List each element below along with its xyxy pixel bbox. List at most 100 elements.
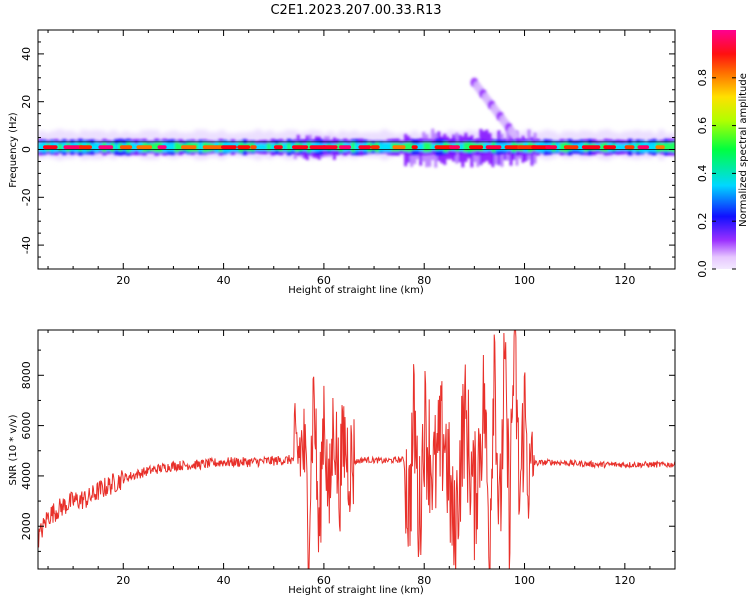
band-cell-mid	[150, 143, 155, 151]
band-cell-mid	[154, 142, 159, 153]
colorbar-tick-label: 0.8	[696, 69, 709, 87]
band-cell-mid	[651, 142, 657, 152]
figure-title: C2E1.2023.207.00.33.R13	[270, 3, 441, 18]
colorbar-tick-label: 0.6	[696, 117, 709, 135]
band-cell-core	[221, 145, 237, 150]
band-cell-mid	[266, 143, 272, 152]
band-cell-mid	[90, 143, 95, 151]
spectrogram-streak	[470, 77, 519, 141]
y-tick-label: 20	[20, 95, 33, 109]
band-cell-core	[273, 145, 283, 150]
band-cell-mid	[383, 142, 388, 152]
x-tick-label: 20	[116, 274, 130, 287]
band-cell-mid	[555, 142, 561, 152]
band-cell-mid	[663, 142, 669, 152]
band-cell-core	[370, 145, 380, 150]
colorbar-tick-label: 0.4	[696, 165, 709, 183]
snr-frame	[37, 329, 676, 570]
band-cell-core	[157, 145, 167, 150]
band-cell-core	[655, 145, 665, 150]
band-cell-mid	[94, 142, 99, 153]
band-cell-core	[181, 145, 197, 150]
x-tick-label: 100	[514, 274, 535, 287]
snr-ticks: 20 40 60 80 100 120 2000 4000 6000 8000	[20, 330, 676, 587]
band-cell-core	[79, 145, 92, 150]
band-cell-mid	[463, 142, 468, 153]
x-tick-label: 40	[217, 274, 231, 287]
colorbar-gradient	[712, 30, 736, 269]
band-cell-mid	[354, 142, 360, 152]
band-cell-core	[469, 145, 484, 150]
colorbar-ticks: 0.0 0.2 0.4 0.6 0.8	[696, 69, 736, 278]
band-cell-mid	[174, 142, 179, 153]
y-tick-label: 8000	[20, 361, 33, 389]
band-cell-mid	[38, 142, 43, 152]
x-tick-label: 120	[614, 574, 635, 587]
band-cell-core	[485, 145, 502, 150]
snr-panel: 20 40 60 80 100 120 2000 4000 6000 8000 Height of…	[8, 329, 676, 596]
band-cell-core	[321, 145, 338, 150]
band-cell-core	[392, 145, 406, 150]
band-cell-mid	[667, 142, 673, 152]
spectrogram-panel: 20 40 60 80 100 120 -40 -20 0 20 40 Height of stra…	[8, 29, 676, 296]
y-tick-label: 40	[20, 47, 33, 61]
band-cell-mid	[58, 143, 63, 151]
band-cell-mid	[559, 142, 565, 152]
band-cell-mid	[262, 143, 268, 151]
band-cell-core	[434, 145, 454, 150]
y-tick-label: -40	[20, 236, 33, 254]
band-cell-mid	[254, 143, 260, 151]
band-cell-mid	[423, 142, 428, 153]
spectrogram-dc-band	[38, 138, 675, 156]
band-cell-mid	[194, 142, 199, 152]
x-tick-label: 40	[217, 574, 231, 587]
snr-series-line	[38, 330, 675, 569]
band-cell-mid	[599, 143, 605, 152]
y-tick-label: -20	[20, 188, 33, 206]
y-tick-label: 2000	[20, 512, 33, 540]
band-cell-mid	[459, 143, 464, 152]
band-cell-core	[237, 145, 251, 150]
band-cell-core	[136, 145, 153, 150]
band-cell-core	[624, 145, 635, 150]
x-tick-label: 80	[417, 274, 431, 287]
snr-y-axis-label: SNR (10 * v/v)	[8, 414, 19, 485]
band-cell-core	[202, 145, 223, 150]
y-tick-label: 4000	[20, 462, 33, 490]
colorbar: 0.0 0.2 0.4 0.6 0.8 Normalized spectral ampl…	[696, 30, 749, 278]
band-cell-mid	[499, 143, 504, 151]
band-cell-core	[250, 145, 257, 150]
spectrogram-core	[43, 145, 665, 150]
band-cell-mid	[350, 142, 356, 153]
y-tick-label: 6000	[20, 412, 33, 440]
spectrogram-heatmap	[38, 77, 675, 168]
band-cell-mid	[619, 143, 625, 151]
x-tick-label: 80	[417, 574, 431, 587]
snr-plot-area	[38, 330, 675, 569]
band-cell-mid	[166, 142, 171, 152]
band-cell-mid	[427, 142, 432, 152]
band-cell-mid	[258, 143, 264, 151]
colorbar-tick-label: 0.0	[696, 260, 709, 278]
snr-x-axis-label: Height of straight line (km)	[288, 585, 424, 596]
y-tick-label: 0	[20, 146, 33, 153]
spectrogram-y-axis-label: Frequency (Hz)	[8, 112, 19, 188]
band-cell-core	[291, 145, 309, 150]
spectrogram-x-axis-label: Height of straight line (km)	[288, 285, 424, 296]
band-cell-mid	[431, 143, 436, 151]
band-cell-core	[119, 145, 133, 150]
streak-cell	[510, 130, 519, 141]
band-cell-mid	[130, 142, 135, 152]
band-cell-mid	[306, 142, 312, 153]
band-cell-core	[358, 145, 372, 150]
x-tick-label: 60	[317, 274, 331, 287]
band-cell-mid	[387, 142, 392, 152]
spectrogram-ticks: 20 40 60 80 100 120 -40 -20 0 20 40	[20, 29, 676, 287]
band-cell-core	[563, 145, 579, 150]
band-cell-core	[603, 145, 616, 150]
band-cell-mid	[286, 142, 292, 152]
band-cell-core	[545, 145, 558, 150]
colorbar-tick-label: 0.2	[696, 212, 709, 230]
band-cell-mid	[647, 142, 653, 152]
x-tick-label: 60	[317, 574, 331, 587]
